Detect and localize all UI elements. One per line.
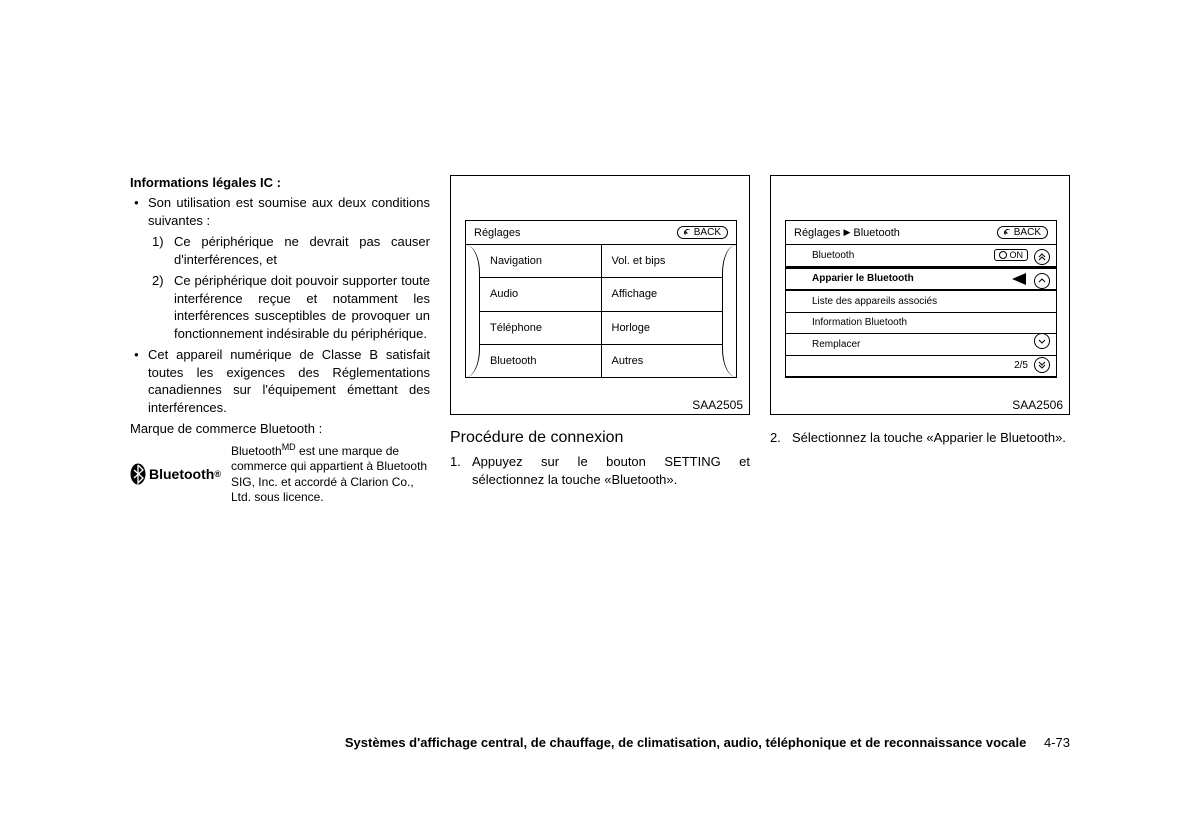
manual-page: Informations légales IC : Son utilisatio… bbox=[130, 175, 1075, 506]
chevron-right-icon: ▶ bbox=[843, 227, 850, 237]
step-1: 1. Appuyez sur le bouton SETTING et séle… bbox=[450, 453, 750, 488]
figure-bluetooth-screen: Réglages▶Bluetooth BACK Bluetooth ON App… bbox=[770, 175, 1070, 415]
bullet-conditions-text: Son utilisation est soumise aux deux con… bbox=[148, 195, 430, 228]
down-icon bbox=[1038, 337, 1046, 345]
menu-audio[interactable]: Audio bbox=[480, 278, 601, 311]
step-2-text: Sélectionnez la touche «Apparier le Blue… bbox=[792, 430, 1066, 445]
selection-arrow-icon bbox=[1012, 273, 1026, 285]
menu-horloge[interactable]: Horloge bbox=[602, 312, 723, 345]
crumb-1: Réglages bbox=[794, 227, 840, 239]
screen-title: Réglages bbox=[474, 227, 520, 239]
double-up-icon bbox=[1038, 253, 1046, 261]
curve-decoration-left bbox=[466, 245, 480, 377]
bluetooth-trademark-block: Bluetooth® BluetoothMD est une marque de… bbox=[130, 442, 430, 506]
menu-bluetooth[interactable]: Bluetooth bbox=[480, 345, 601, 377]
column-3: Réglages▶Bluetooth BACK Bluetooth ON App… bbox=[770, 175, 1070, 506]
bluetooth-list: Bluetooth ON Apparier le Bluetooth Liste… bbox=[786, 245, 1056, 377]
bluetooth-screen: Réglages▶Bluetooth BACK Bluetooth ON App… bbox=[785, 220, 1057, 378]
back-arrow-icon bbox=[1004, 229, 1012, 237]
on-indicator: ON bbox=[994, 249, 1029, 261]
figure-id-bt: SAA2506 bbox=[1012, 398, 1063, 412]
figure-settings-screen: Réglages BACK Navigation Audio Téléphone… bbox=[450, 175, 750, 415]
bullet-classb: Cet appareil numérique de Classe B satis… bbox=[130, 346, 430, 416]
page-number: 4-73 bbox=[1044, 735, 1070, 750]
back-label: BACK bbox=[694, 227, 721, 238]
menu-affichage[interactable]: Affichage bbox=[602, 278, 723, 311]
trademark-label: Marque de commerce Bluetooth : bbox=[130, 421, 430, 436]
row-label-devices: Liste des appareils associés bbox=[812, 296, 937, 307]
row-label-pair: Apparier le Bluetooth bbox=[812, 273, 914, 284]
row-bluetooth-toggle[interactable]: Bluetooth ON bbox=[786, 245, 1056, 267]
bullet-conditions: Son utilisation est soumise aux deux con… bbox=[130, 194, 430, 342]
column-2: Réglages BACK Navigation Audio Téléphone… bbox=[450, 175, 750, 506]
page-indicator: 2/5 bbox=[1014, 360, 1028, 371]
on-label: ON bbox=[1010, 250, 1024, 260]
heading-ic-legal: Informations légales IC : bbox=[130, 175, 430, 190]
tm-pre: Bluetooth bbox=[231, 444, 282, 458]
curve-decoration-right bbox=[722, 245, 736, 377]
row-bt-info[interactable]: Information Bluetooth bbox=[786, 313, 1056, 335]
row-replace[interactable]: Remplacer bbox=[786, 334, 1056, 356]
row-label-bluetooth: Bluetooth bbox=[812, 250, 854, 261]
figure-id: SAA2505 bbox=[692, 398, 743, 412]
row-pair-bluetooth[interactable]: Apparier le Bluetooth bbox=[786, 267, 1056, 292]
bluetooth-icon bbox=[130, 463, 146, 485]
double-down-icon bbox=[1038, 361, 1046, 369]
step-1-text: Appuyez sur le bouton SETTING et sélecti… bbox=[472, 454, 750, 487]
crumb-2: Bluetooth bbox=[853, 227, 899, 239]
footer-section: Systèmes d'affichage central, de chauffa… bbox=[345, 735, 1026, 750]
page-footer: Systèmes d'affichage central, de chauffa… bbox=[0, 735, 1200, 750]
screen-header: Réglages BACK bbox=[466, 221, 736, 245]
step-1-marker: 1. bbox=[450, 453, 461, 471]
settings-grid: Navigation Audio Téléphone Bluetooth Vol… bbox=[466, 245, 736, 377]
back-arrow-icon bbox=[684, 229, 692, 237]
menu-autres[interactable]: Autres bbox=[602, 345, 723, 377]
breadcrumb: Réglages▶Bluetooth bbox=[794, 227, 900, 239]
scroll-up-button[interactable] bbox=[1034, 273, 1050, 289]
step-2: 2. Sélectionnez la touche «Apparier le B… bbox=[770, 429, 1070, 447]
back-button[interactable]: BACK bbox=[677, 226, 728, 239]
cond-2: Ce périphérique doit pouvoir supporter t… bbox=[152, 272, 430, 342]
row-device-list[interactable]: Liste des appareils associés bbox=[786, 291, 1056, 313]
trademark-text: BluetoothMD est une marque de commerce q… bbox=[231, 442, 430, 506]
row-pagecount: 2/5 bbox=[786, 356, 1056, 378]
menu-vol-bips[interactable]: Vol. et bips bbox=[602, 245, 723, 278]
column-1: Informations légales IC : Son utilisatio… bbox=[130, 175, 430, 506]
screen-header-bt: Réglages▶Bluetooth BACK bbox=[786, 221, 1056, 245]
back-button-bt[interactable]: BACK bbox=[997, 226, 1048, 239]
up-icon bbox=[1038, 277, 1046, 285]
bluetooth-reg: ® bbox=[214, 469, 221, 479]
row-label-info: Information Bluetooth bbox=[812, 317, 907, 328]
row-label-replace: Remplacer bbox=[812, 339, 860, 350]
scroll-down-button[interactable] bbox=[1034, 333, 1050, 349]
scroll-bottom-button[interactable] bbox=[1034, 357, 1050, 373]
cond-1: Ce périphérique ne devrait pas causer d'… bbox=[152, 233, 430, 268]
subheading-procedure: Procédure de connexion bbox=[450, 429, 750, 447]
scroll-top-button[interactable] bbox=[1034, 249, 1050, 265]
bluetooth-wordmark: Bluetooth bbox=[149, 466, 214, 482]
menu-telephone[interactable]: Téléphone bbox=[480, 312, 601, 345]
menu-navigation[interactable]: Navigation bbox=[480, 245, 601, 278]
step-2-marker: 2. bbox=[770, 429, 781, 447]
tm-sup: MD bbox=[282, 442, 296, 452]
settings-screen: Réglages BACK Navigation Audio Téléphone… bbox=[465, 220, 737, 378]
back-label-bt: BACK bbox=[1014, 227, 1041, 238]
bluetooth-logo: Bluetooth® bbox=[130, 442, 221, 506]
